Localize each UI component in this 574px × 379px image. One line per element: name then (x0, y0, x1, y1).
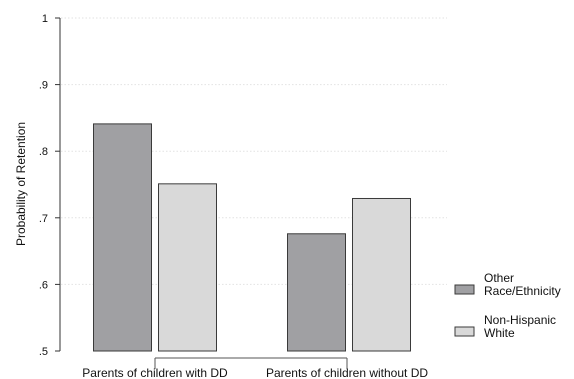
y-tick-label: .8 (39, 146, 48, 158)
x-axis: Parents of children with DD Parents of ch… (82, 357, 428, 379)
bar-non-hispanic-white-1 (158, 183, 217, 352)
bars (93, 123, 411, 352)
y-tick-label: .5 (39, 346, 48, 358)
y-tick-label: .6 (39, 279, 48, 291)
y-tick-label: .7 (39, 213, 48, 225)
y-tick-label: .9 (39, 80, 48, 92)
y-axis-title: Probability of Retention (14, 122, 28, 246)
y-axis-ticks: .5 .6 .7 .8 .9 1 (39, 13, 60, 358)
legend-swatch (454, 326, 475, 337)
bar-non-hispanic-white-2 (352, 197, 411, 352)
legend: Other Race/Ethnicity Non-Hispanic White (454, 271, 561, 340)
bar-other-race-2 (287, 233, 346, 352)
bar-other-race-1 (93, 123, 152, 352)
legend-entry: Other Race/Ethnicity (484, 271, 561, 298)
legend-entry: Non-Hispanic White (484, 313, 556, 340)
legend-swatch (454, 284, 475, 295)
x-category-label: Parents of children with DD (82, 366, 228, 379)
x-category-label: Parents of children without DD (266, 366, 428, 379)
y-tick-label: 1 (42, 13, 48, 25)
